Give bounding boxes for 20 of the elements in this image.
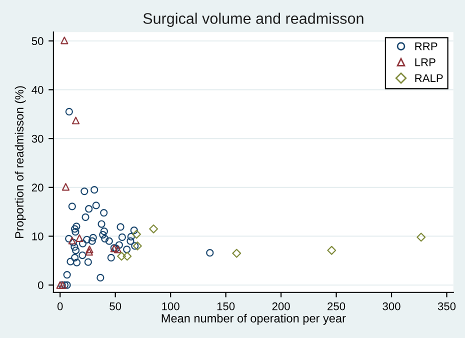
x-tick-label: 350 bbox=[438, 302, 456, 310]
y-tick-label: 10 bbox=[32, 232, 44, 240]
x-tick-label: 150 bbox=[217, 302, 235, 310]
x-tick-label: 0 bbox=[57, 302, 63, 310]
x-tick-label: 300 bbox=[382, 302, 400, 310]
y-tick-label: 30 bbox=[32, 134, 44, 143]
y-tick-label: 50 bbox=[32, 37, 44, 46]
y-axis-title: Proportion of readmisson (%) bbox=[14, 86, 26, 238]
legend-label: LRP bbox=[415, 58, 436, 66]
y-tick-label: 40 bbox=[32, 86, 44, 94]
x-tick-label: 250 bbox=[328, 302, 346, 310]
y-tick-label: 0 bbox=[38, 281, 44, 290]
x-axis-title: Mean number of operation per year bbox=[162, 314, 346, 325]
legend-label: RRP bbox=[415, 42, 438, 50]
x-tick-label: 100 bbox=[162, 302, 180, 310]
x-tick-label: 200 bbox=[272, 302, 290, 310]
legend-label: RALP bbox=[415, 74, 443, 82]
x-tick-label: 50 bbox=[110, 302, 122, 310]
chart-title: Surgical volume and readmisson bbox=[143, 12, 364, 27]
y-tick-label: 20 bbox=[32, 184, 44, 192]
